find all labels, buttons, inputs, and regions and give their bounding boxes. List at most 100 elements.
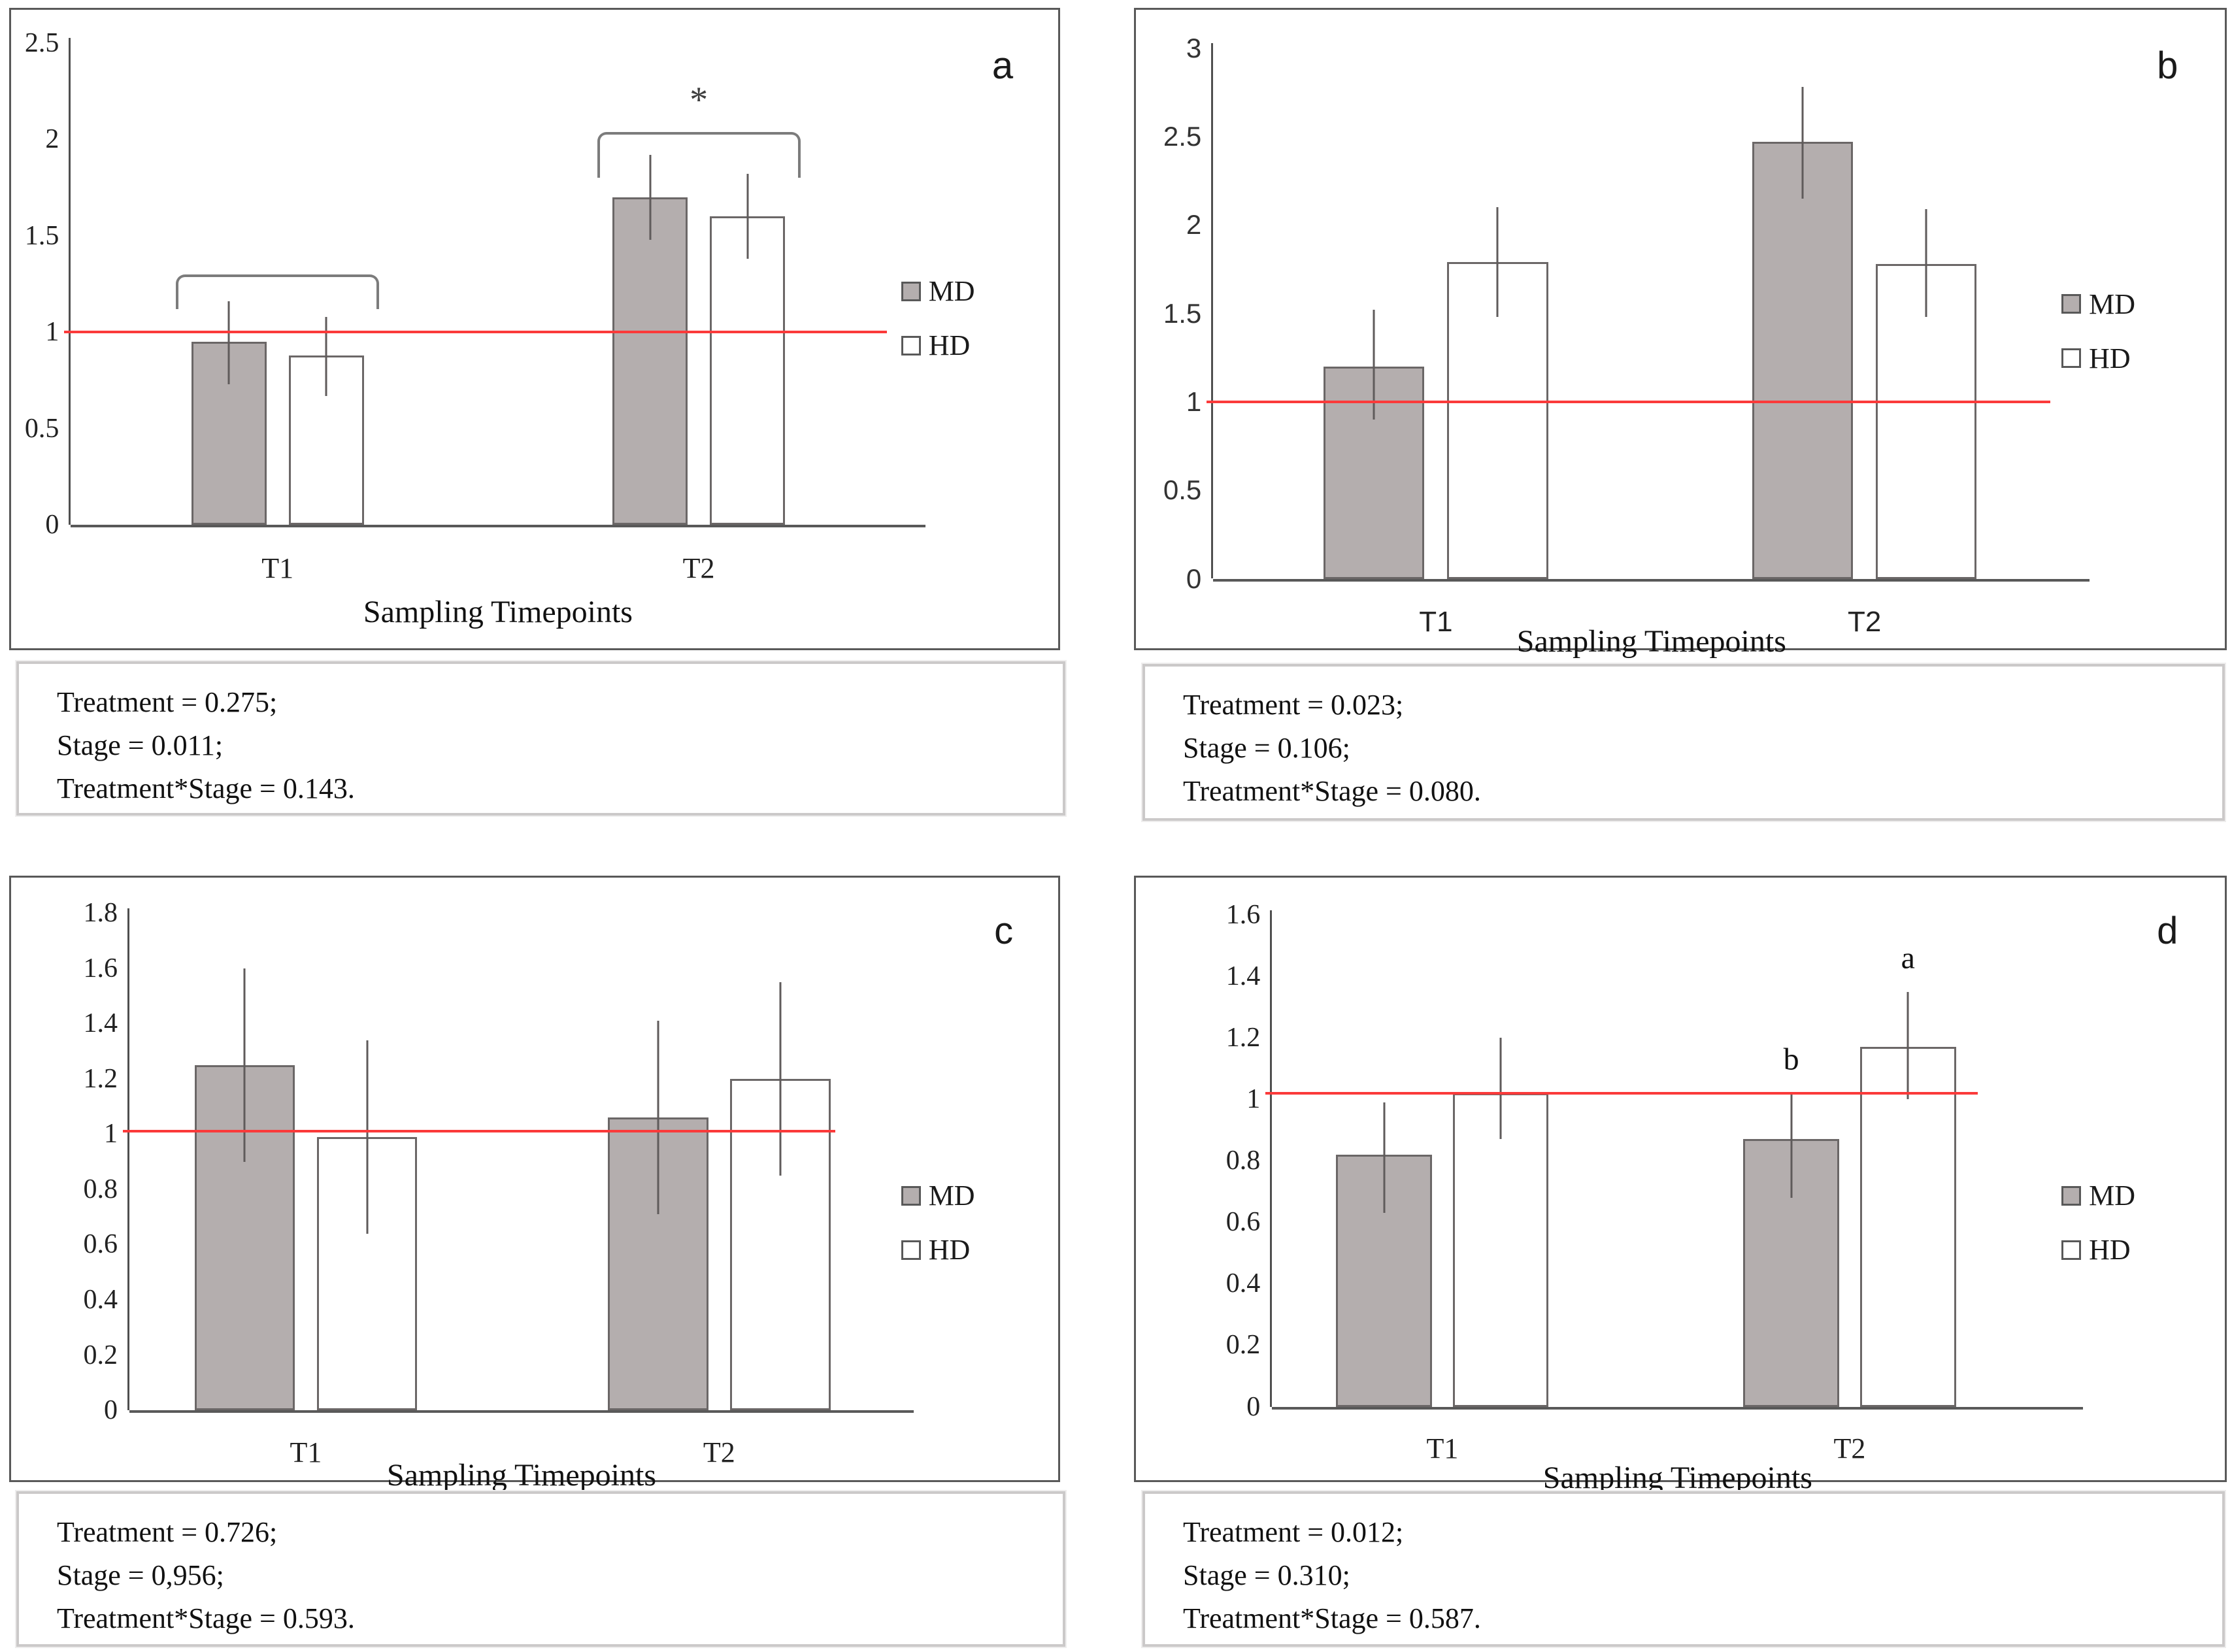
stat-line-interaction: Treatment*Stage = 0.080. (1183, 775, 1481, 807)
error-bar (1499, 1038, 1502, 1140)
legend: MD HD (2061, 288, 2135, 375)
x-axis-title: Sampling Timepoints (386, 1457, 657, 1493)
stat-line-interaction: Treatment*Stage = 0.593. (57, 1602, 355, 1634)
stat-line-treatment: Treatment = 0.275; (57, 686, 278, 718)
legend-label: MD (2089, 288, 2135, 320)
y-tick-label: 0.2 (83, 1340, 118, 1370)
panel-d-stats-box: Treatment = 0.012; Stage = 0.310; Treatm… (1142, 1491, 2225, 1647)
y-tick-label: 1 (45, 317, 59, 348)
x-axis (71, 525, 925, 528)
x-tick-label: T2 (703, 1436, 735, 1468)
legend: MD HD (901, 274, 975, 362)
y-tick-label: 0.6 (83, 1229, 118, 1260)
y-tick-label: 2.5 (1163, 120, 1202, 152)
error-bar (649, 154, 652, 240)
legend: MD HD (901, 1179, 975, 1266)
legend-swatch-hd (2061, 1240, 2082, 1260)
y-axis (127, 908, 130, 1411)
y-tick-label: 0.5 (1163, 474, 1202, 506)
x-axis (1213, 578, 2090, 582)
error-bar (746, 174, 749, 259)
stat-line-stage: Stage = 0.011; (57, 729, 224, 761)
error-bar (1383, 1102, 1386, 1214)
y-tick-label: 0 (1186, 563, 1202, 594)
bar-md-t2 (1752, 142, 1854, 579)
error-bar (1925, 208, 1927, 317)
panel-b-letter: b (2157, 44, 2178, 87)
stat-line-interaction: Treatment*Stage = 0.587. (1183, 1602, 1481, 1634)
error-bar (366, 1040, 369, 1234)
legend-swatch-md (2061, 294, 2082, 314)
x-tick-label: T1 (290, 1436, 322, 1468)
x-axis (1272, 1406, 2084, 1410)
x-tick-label: T2 (1833, 1432, 1866, 1465)
y-tick-label: 1.5 (24, 220, 59, 251)
legend-label: MD (928, 275, 975, 308)
y-tick-label: 1.2 (1225, 1023, 1261, 1053)
significance-bracket (176, 274, 380, 309)
y-tick-label: 2 (1186, 209, 1202, 240)
x-axis (129, 1410, 914, 1413)
bar-hd-t2 (1860, 1047, 1956, 1407)
error-bar (1790, 1093, 1793, 1198)
legend-label: HD (2089, 342, 2131, 374)
y-tick-label: 0 (1246, 1391, 1261, 1422)
legend-label: HD (2089, 1234, 2131, 1266)
y-tick-label: 2 (45, 124, 59, 155)
panel-a-chart: a 0 0.5 1 1.5 2 2.5 T1 T2 Sampling Timepoints MD H… (9, 8, 1060, 650)
reference-line (123, 1130, 835, 1133)
bar-hd-t1 (316, 1136, 418, 1411)
stat-line-stage: Stage = 0,956; (57, 1559, 224, 1591)
error-bar (325, 316, 327, 396)
y-tick-label: 0.5 (24, 413, 59, 444)
legend-item-hd: HD (901, 329, 975, 362)
significance-star: * (690, 79, 708, 120)
legend-item-md: MD (901, 1179, 975, 1212)
panel-b-stats-box: Treatment = 0.023; Stage = 0.106; Treatm… (1142, 664, 2225, 821)
legend-item-md: MD (901, 274, 975, 308)
stat-line-stage: Stage = 0.310; (1183, 1559, 1350, 1591)
bar-hd-t2 (1876, 263, 1977, 579)
error-bar (243, 968, 246, 1162)
stat-line-interaction: Treatment*Stage = 0.143. (57, 772, 355, 804)
legend-swatch-hd (901, 335, 921, 355)
y-tick-label: 0.8 (1225, 1146, 1261, 1176)
error-bar (1373, 310, 1375, 420)
y-tick-label: 0.4 (1225, 1268, 1261, 1299)
x-axis-title: Sampling Timepoints (1516, 623, 1786, 659)
y-tick-label: 1.6 (1225, 900, 1261, 931)
x-axis-title: Sampling Timepoints (363, 594, 633, 629)
legend-swatch-hd (901, 1240, 921, 1260)
reference-line (1265, 1091, 1978, 1095)
y-tick-label: 2.5 (24, 27, 59, 58)
x-tick-label: T1 (261, 552, 294, 585)
stat-line-treatment: Treatment = 0.023; (1183, 689, 1404, 721)
y-tick-label: 1 (104, 1119, 118, 1149)
y-tick-label: 1 (1186, 386, 1202, 417)
legend-item-md: MD (2061, 1179, 2135, 1212)
y-tick-label: 0 (104, 1395, 118, 1426)
error-bar (1496, 207, 1499, 317)
significance-bracket (597, 131, 801, 178)
legend-swatch-md (2061, 1185, 2082, 1206)
legend-item-hd: HD (2061, 1233, 2135, 1266)
stat-line-treatment: Treatment = 0.726; (57, 1516, 278, 1548)
legend: MD HD (2061, 1179, 2135, 1266)
stat-line-stage: Stage = 0.106; (1183, 732, 1350, 764)
panel-c-chart: c 0 0.2 0.4 0.6 0.8 1 1.2 1.4 1.6 1.8 T1 T2 Sampling… (9, 876, 1060, 1493)
panel-a-stats-box: Treatment = 0.275; Stage = 0.011; Treatm… (16, 661, 1065, 816)
panel-d-letter: d (2157, 910, 2178, 953)
y-tick-label: 1.2 (83, 1063, 118, 1094)
y-tick-label: 0.6 (1225, 1207, 1261, 1238)
bar-significance-letter: b (1783, 1042, 1799, 1077)
legend-item-hd: HD (901, 1233, 975, 1266)
y-tick-label: 0.4 (83, 1285, 118, 1315)
panel-d-chart: d 0 0.2 0.4 0.6 0.8 1 1.2 1.4 1.6 T1 T2 Sampling Ti… (1134, 876, 2227, 1495)
bar-md-t2 (612, 197, 688, 525)
reference-line (1207, 400, 2051, 403)
bar-hd-t2 (710, 216, 786, 525)
error-bar (1907, 991, 1909, 1100)
y-tick-label: 1.4 (83, 1008, 118, 1039)
stat-line-treatment: Treatment = 0.012; (1183, 1516, 1404, 1548)
